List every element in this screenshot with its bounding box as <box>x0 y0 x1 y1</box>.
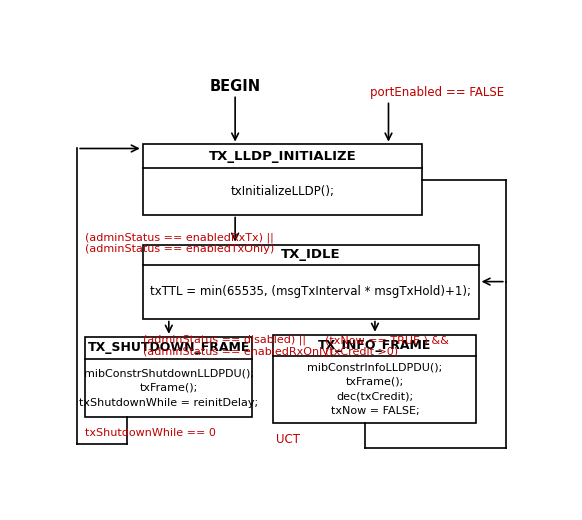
Bar <box>274 335 477 423</box>
Bar <box>143 244 479 319</box>
Text: (adminStatus == disabled) ||
(adminStatus == enabledRxOnly): (adminStatus == disabled) || (adminStatu… <box>143 335 333 357</box>
Text: txTTL = min(65535, (msgTxInterval * msgTxHold)+1);: txTTL = min(65535, (msgTxInterval * msgT… <box>150 285 471 298</box>
Text: BEGIN: BEGIN <box>210 79 261 94</box>
Text: portEnabled == FALSE: portEnabled == FALSE <box>371 86 505 99</box>
Text: txInitializeLLDP();: txInitializeLLDP(); <box>230 185 335 198</box>
Text: UCT: UCT <box>276 433 300 446</box>
Text: txShutdownWhile == 0: txShutdownWhile == 0 <box>86 428 217 438</box>
Text: (adminStatus == enabledRxTx) ||
(adminStatus == enabledTxOnly): (adminStatus == enabledRxTx) || (adminSt… <box>86 232 275 254</box>
Text: TX_SHUTDOWN_FRAME: TX_SHUTDOWN_FRAME <box>88 342 250 355</box>
Text: (txNow == TRUE ) &&
(txCredit >0): (txNow == TRUE ) && (txCredit >0) <box>325 335 449 357</box>
Bar <box>86 336 252 417</box>
Text: TX_IDLE: TX_IDLE <box>281 249 340 262</box>
Bar <box>143 145 423 215</box>
Text: mibConstrShutdownLLDPDU();
txFrame();
txShutdownWhile = reinitDelay;: mibConstrShutdownLLDPDU(); txFrame(); tx… <box>79 368 258 408</box>
Text: TX_LLDP_INITIALIZE: TX_LLDP_INITIALIZE <box>208 150 356 163</box>
Text: TX_INFO_FRAME: TX_INFO_FRAME <box>318 339 432 352</box>
Text: mibConstrInfoLLDPDU();
txFrame();
dec(txCredit);
txNow = FALSE;: mibConstrInfoLLDPDU(); txFrame(); dec(tx… <box>307 362 442 417</box>
